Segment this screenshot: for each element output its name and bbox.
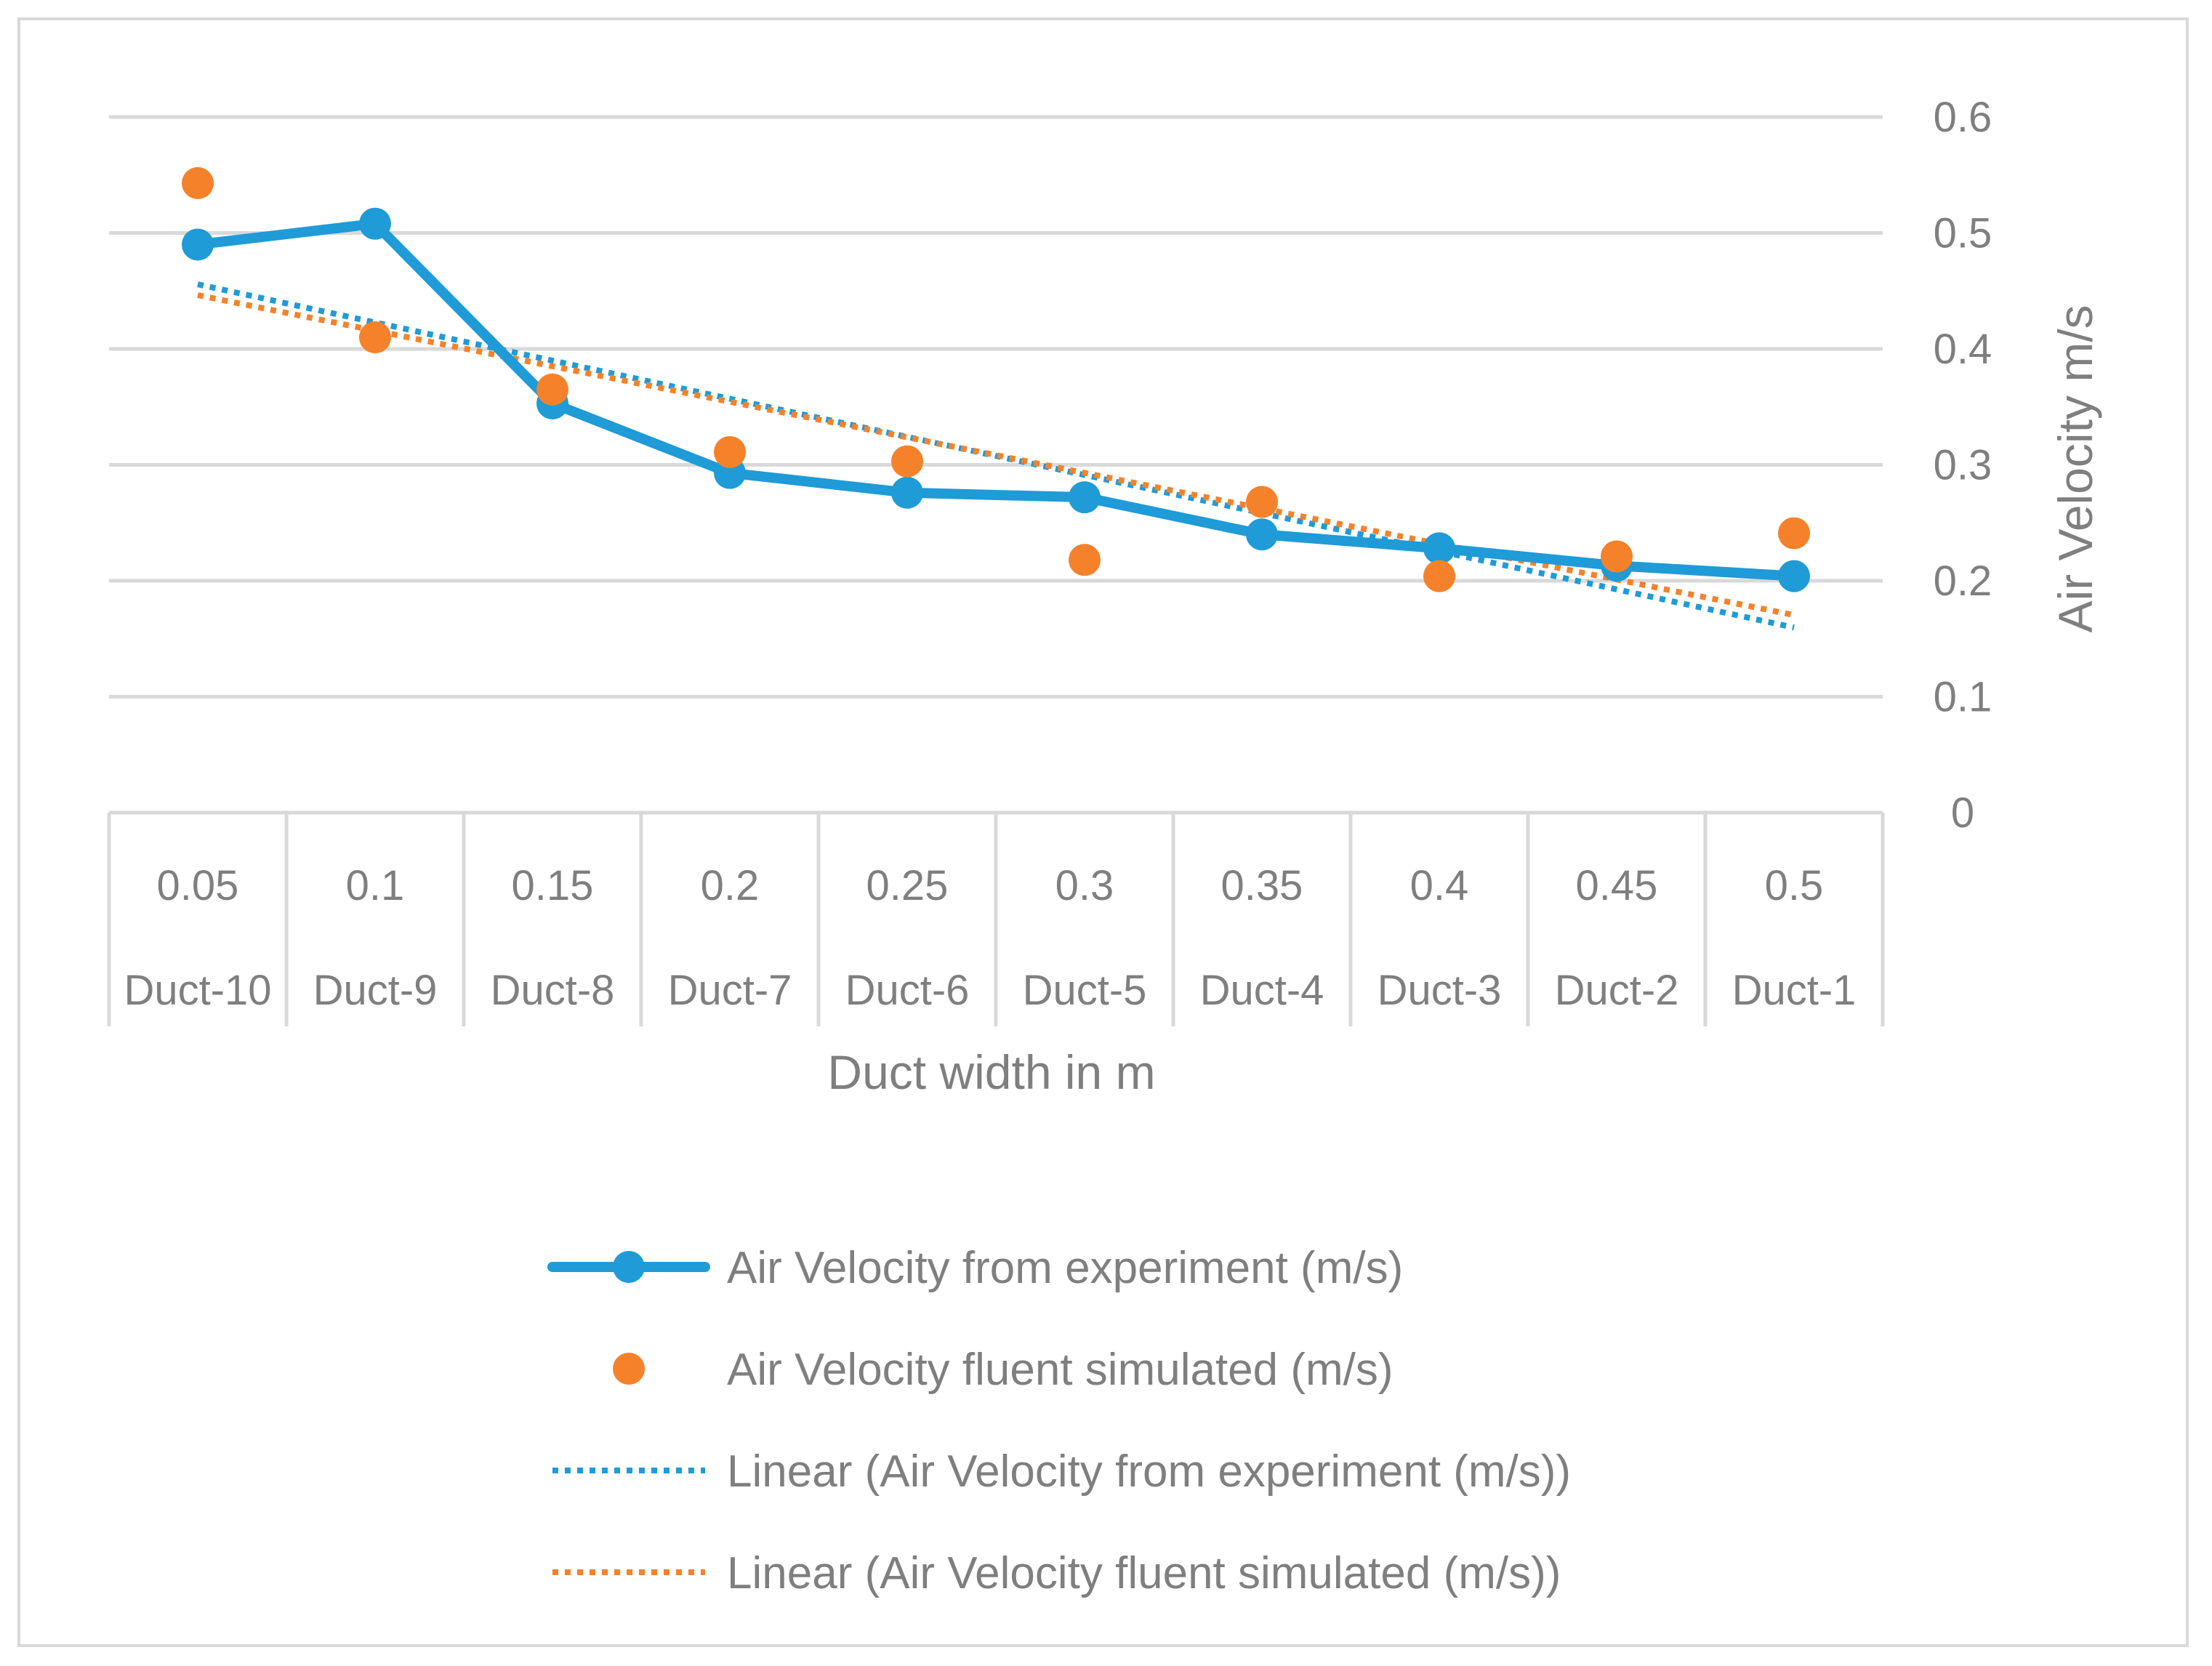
x-axis-title: Duct width in m bbox=[827, 1045, 1155, 1099]
x-group-label: Duct-1 bbox=[1732, 967, 1857, 1014]
y-tick-label: 0.1 bbox=[1934, 674, 1992, 721]
legend: Air Velocity from experiment (m/s) Air Ve… bbox=[547, 1243, 1571, 1598]
x-group-label: Duct-10 bbox=[124, 967, 271, 1014]
legend-swatch-marker bbox=[613, 1251, 645, 1283]
y-tick-label: 0.6 bbox=[1934, 94, 1992, 141]
x-group-label: Duct-2 bbox=[1555, 967, 1679, 1014]
data-point bbox=[1423, 560, 1455, 592]
x-tick-label: 0.35 bbox=[1221, 862, 1303, 909]
x-group-label: Duct-6 bbox=[845, 967, 970, 1014]
data-point bbox=[714, 435, 746, 468]
legend-label: Linear (Air Velocity fluent simulated (m… bbox=[727, 1548, 1561, 1598]
x-group-label: Duct-5 bbox=[1023, 967, 1147, 1014]
legend-swatch-marker bbox=[613, 1353, 645, 1385]
y-tick-label: 0.4 bbox=[1934, 326, 1992, 373]
x-tick-label: 0.25 bbox=[866, 862, 949, 909]
y-tick-label: 0.3 bbox=[1934, 442, 1992, 489]
y-tick-label: 0.5 bbox=[1934, 210, 1992, 257]
y-tick-label: 0 bbox=[1951, 789, 1974, 837]
y-tick-label: 0.2 bbox=[1934, 558, 1992, 605]
data-point bbox=[182, 166, 214, 199]
x-group-label: Duct-7 bbox=[668, 967, 792, 1014]
legend-item: Linear (Air Velocity from experiment (m/… bbox=[552, 1446, 1571, 1497]
data-point bbox=[891, 445, 923, 478]
series-line bbox=[193, 218, 1799, 582]
legend-item: Air Velocity fluent simulated (m/s) bbox=[613, 1345, 1393, 1395]
x-tick-label: 0.4 bbox=[1410, 862, 1469, 909]
data-point bbox=[1423, 532, 1455, 565]
data-point bbox=[1246, 518, 1278, 551]
x-group-label: Duct-8 bbox=[491, 967, 615, 1014]
chart-frame bbox=[17, 17, 2189, 1647]
x-axis: 0.05 Duct-10 0.1 Duct-9 0.15 Duct-8 0.2 Duct-7 0… bbox=[107, 810, 1885, 1026]
data-point bbox=[1069, 544, 1101, 576]
x-tick-label: 0.3 bbox=[1055, 862, 1114, 909]
legend-label: Air Velocity fluent simulated (m/s) bbox=[727, 1345, 1393, 1395]
data-point bbox=[1246, 486, 1278, 518]
gridlines bbox=[109, 115, 1883, 699]
y-axis: 0 0.1 0.2 0.3 0.4 0.5 0.6 bbox=[1934, 94, 1992, 837]
plot-area bbox=[182, 166, 1810, 631]
y-axis-title: Air Velocity m/s bbox=[2048, 305, 2102, 632]
x-tick-label: 0.2 bbox=[701, 862, 760, 909]
legend-item: Linear (Air Velocity fluent simulated (m… bbox=[552, 1548, 1561, 1598]
trendline bbox=[197, 281, 1795, 631]
legend-label: Linear (Air Velocity from experiment (m/… bbox=[727, 1446, 1571, 1497]
data-point bbox=[359, 321, 391, 354]
x-tick-label: 0.15 bbox=[512, 862, 594, 909]
x-group-label: Duct-4 bbox=[1200, 967, 1324, 1014]
x-tick-label: 0.1 bbox=[346, 862, 405, 909]
data-point bbox=[1069, 481, 1101, 514]
x-tick-label: 0.05 bbox=[157, 862, 239, 909]
data-point bbox=[1601, 540, 1633, 573]
data-point bbox=[891, 476, 923, 509]
x-group-label: Duct-3 bbox=[1378, 967, 1502, 1014]
data-point bbox=[359, 207, 391, 240]
data-point bbox=[1778, 560, 1810, 592]
data-point bbox=[536, 373, 568, 406]
data-point bbox=[182, 228, 214, 261]
legend-label: Air Velocity from experiment (m/s) bbox=[727, 1243, 1403, 1293]
x-group-label: Duct-9 bbox=[313, 967, 438, 1014]
x-tick-label: 0.5 bbox=[1765, 862, 1824, 909]
x-tick-label: 0.45 bbox=[1576, 862, 1658, 909]
legend-item: Air Velocity from experiment (m/s) bbox=[547, 1243, 1403, 1293]
data-point bbox=[1778, 517, 1810, 550]
